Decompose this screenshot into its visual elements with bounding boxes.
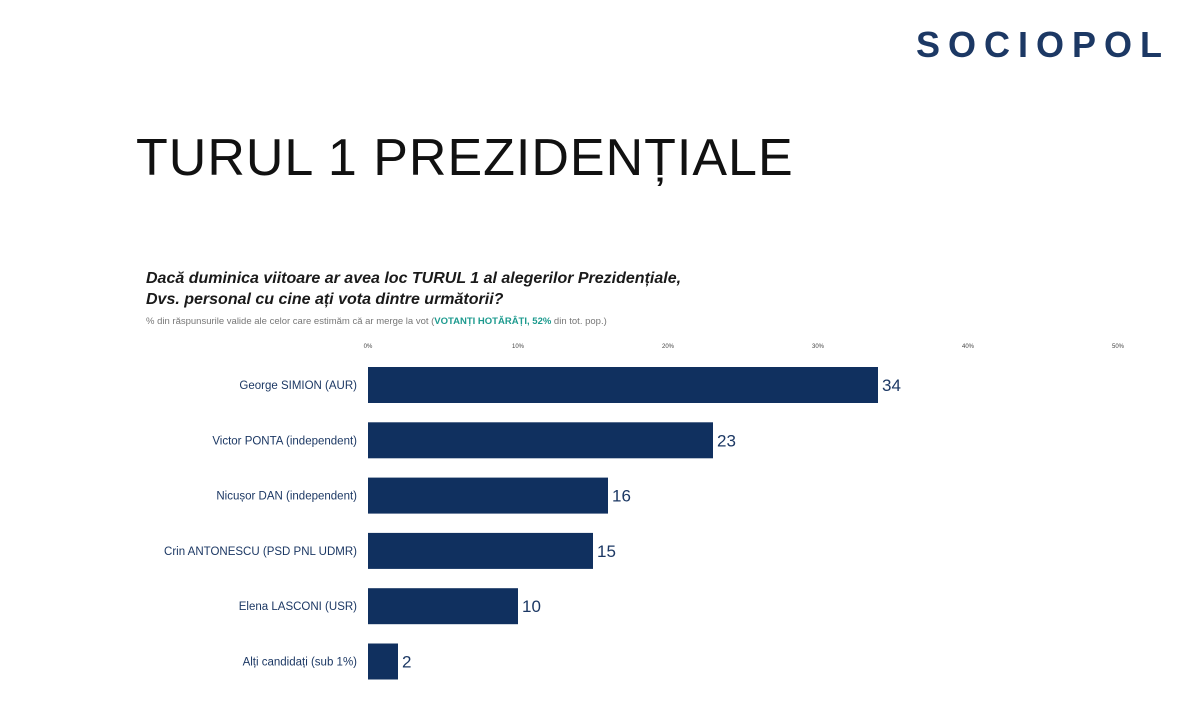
data-label: 2 — [402, 653, 411, 672]
bar — [368, 643, 398, 680]
data-label: 10 — [522, 597, 541, 616]
note-suffix: din tot. pop.) — [551, 316, 607, 327]
x-tick-label: 40% — [962, 344, 975, 350]
data-label: 15 — [597, 542, 616, 561]
x-tick-label: 50% — [1112, 344, 1125, 350]
sociopol-logo: SOCIOPOL — [916, 24, 1171, 65]
bar — [368, 532, 593, 569]
x-tick-label: 20% — [662, 344, 675, 350]
note-highlight: VOTANȚI HOTĂRÂȚI, 52% — [434, 316, 552, 327]
chart-question: Dacă duminica viitoare ar avea loc TURUL… — [146, 268, 681, 310]
category-label: George SIMION (AUR) — [239, 380, 357, 392]
bar — [368, 588, 518, 625]
question-line-1: Dacă duminica viitoare ar avea loc TURUL… — [146, 270, 682, 287]
data-label: 16 — [612, 487, 631, 506]
data-label: 34 — [882, 376, 901, 395]
page-title: TURUL 1 PREZIDENȚIALE — [136, 129, 794, 187]
question-line-2: Dvs. personal cu cine ați vota dintre ur… — [146, 291, 504, 308]
category-label: Alți candidați (sub 1%) — [243, 657, 358, 669]
category-label: Elena LASCONI (USR) — [239, 601, 357, 613]
note-prefix: % din răspunsurile valide ale celor care… — [146, 316, 435, 327]
category-label: Nicușor DAN (independent) — [216, 491, 357, 503]
data-label: 23 — [717, 431, 736, 450]
chart-note: % din răspunsurile valide ale celor care… — [146, 316, 607, 327]
x-tick-label: 0% — [364, 344, 373, 350]
x-tick-label: 30% — [812, 344, 825, 350]
bar — [368, 422, 713, 459]
category-label: Crin ANTONESCU (PSD PNL UDMR) — [164, 546, 357, 558]
category-label: Victor PONTA (independent) — [212, 435, 357, 447]
x-tick-label: 10% — [512, 344, 525, 350]
bar — [368, 367, 878, 403]
bar — [368, 477, 608, 514]
